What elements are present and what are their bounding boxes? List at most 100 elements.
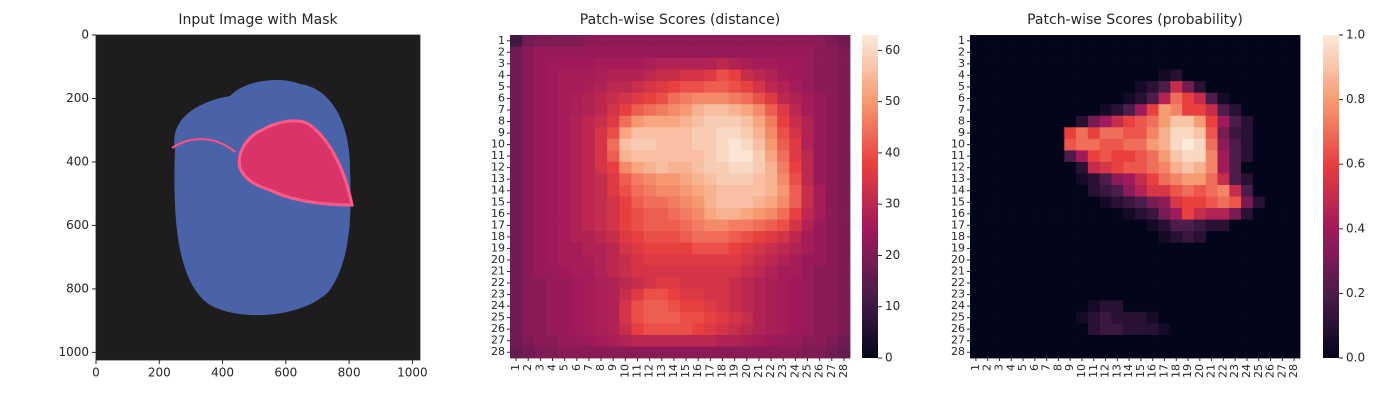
heatmap-cell [1123, 81, 1136, 94]
heatmap-cell [1005, 254, 1018, 267]
heatmap-cell [801, 208, 814, 220]
heatmap-cell [825, 265, 839, 278]
x-tick-label: 19 [728, 364, 741, 378]
heatmap-cell [643, 161, 657, 174]
heatmap-cell [1040, 173, 1053, 186]
x-tick-label: 9 [1063, 364, 1076, 371]
heatmap-cell [1123, 161, 1136, 174]
heatmap-cell [1205, 104, 1218, 117]
x-tick-label: 27 [1275, 364, 1288, 378]
heatmap-cell [1017, 184, 1030, 197]
y-tick-label: 4 [498, 68, 505, 81]
heatmap-cell [522, 231, 535, 244]
heatmap-cell [740, 265, 754, 278]
heatmap-cell [1217, 265, 1230, 278]
heatmap-cell [1205, 277, 1218, 290]
heatmap-cell [1146, 311, 1159, 324]
heatmap-cell [981, 184, 994, 197]
y-tick-label: 10 [951, 138, 965, 151]
heatmap-cell [667, 69, 681, 82]
y-tick-label: 2 [498, 45, 505, 58]
heatmap-cell [692, 184, 705, 197]
heatmap-cell [534, 46, 547, 59]
heatmap-cell [558, 138, 572, 151]
heatmap-cell [1123, 334, 1136, 347]
heatmap-cell [813, 242, 827, 255]
heatmap-cell [534, 311, 547, 324]
heatmap-cell [607, 334, 620, 347]
heatmap-cell [1099, 184, 1112, 197]
heatmap-cell [655, 254, 669, 267]
heatmap-cell [825, 92, 839, 105]
heatmap-cell [1123, 277, 1136, 290]
heatmap-cell [993, 254, 1006, 267]
heatmap-cell [993, 115, 1006, 128]
heatmap-cell [1170, 254, 1183, 267]
heatmap-cell [582, 184, 596, 197]
heatmap-cell [1182, 265, 1195, 278]
heatmap-cell [607, 138, 620, 151]
heatmap-cell [825, 334, 839, 347]
heatmap-cell [534, 265, 547, 278]
heatmap-cell [1146, 254, 1159, 267]
heatmap-cell [1205, 334, 1218, 347]
heatmap-cell [1252, 46, 1266, 59]
heatmap-cell [728, 81, 742, 94]
heatmap-cell [740, 81, 754, 94]
heatmap-cell [1146, 46, 1159, 59]
heatmap-cell [1146, 161, 1159, 174]
heatmap-cell [619, 346, 632, 359]
heatmap-cell [813, 277, 827, 290]
heatmap-cell [981, 288, 994, 301]
heatmap-cell [1146, 150, 1159, 163]
heatmap-cell [619, 69, 632, 82]
heatmap-cell [1158, 254, 1171, 267]
heatmap-cell [970, 277, 983, 290]
y-tick-label: 400 [66, 154, 89, 168]
heatmap-cell [1040, 265, 1053, 278]
heatmap-cell [1146, 288, 1159, 301]
heatmap-cell [765, 231, 778, 244]
heatmap-cell [1288, 311, 1301, 324]
heatmap-cell [1252, 288, 1266, 301]
heatmap-cell [837, 311, 851, 324]
heatmap-cell [1182, 334, 1195, 347]
heatmap-cell [1028, 300, 1042, 313]
heatmap-cell [1040, 277, 1053, 290]
heatmap-cell [1111, 231, 1124, 244]
heatmap-cell [1182, 150, 1195, 163]
heatmap-cell [631, 231, 644, 244]
heatmap-cell [716, 208, 729, 220]
y-tick-label: 5 [498, 80, 505, 93]
heatmap-cell [1076, 81, 1089, 94]
y-tick-label: 200 [66, 91, 89, 105]
heatmap-cell [510, 138, 523, 151]
y-tick-label: 12 [491, 161, 505, 174]
heatmap-cell [607, 288, 620, 301]
heatmap-cell [570, 161, 584, 174]
heatmap-cell [765, 46, 778, 59]
heatmap-cell [619, 184, 632, 197]
y-tick-label: 14 [491, 184, 505, 197]
heatmap-cell [680, 35, 693, 47]
heatmap-cell [993, 208, 1006, 220]
heatmap-cell [558, 173, 572, 186]
heatmap-cell [825, 115, 839, 128]
heatmap-cell [1217, 219, 1230, 232]
heatmap-cell [1040, 208, 1053, 220]
heatmap-cell [716, 173, 729, 186]
heatmap-cell [1217, 231, 1230, 244]
y-tick-label: 25 [491, 311, 505, 324]
heatmap-cell [546, 173, 559, 186]
heatmap-cell [777, 46, 790, 59]
heatmap-cell [740, 231, 754, 244]
heatmap-cell [680, 104, 693, 117]
heatmap-cell [1076, 184, 1089, 197]
heatmap-cell [789, 277, 802, 290]
heatmap-cell [1264, 104, 1277, 117]
heatmap-cell [692, 334, 705, 347]
heatmap-cell [837, 288, 851, 301]
heatmap-cell [1028, 219, 1042, 232]
heatmap-cell [510, 35, 523, 47]
heatmap-cell [643, 69, 657, 82]
